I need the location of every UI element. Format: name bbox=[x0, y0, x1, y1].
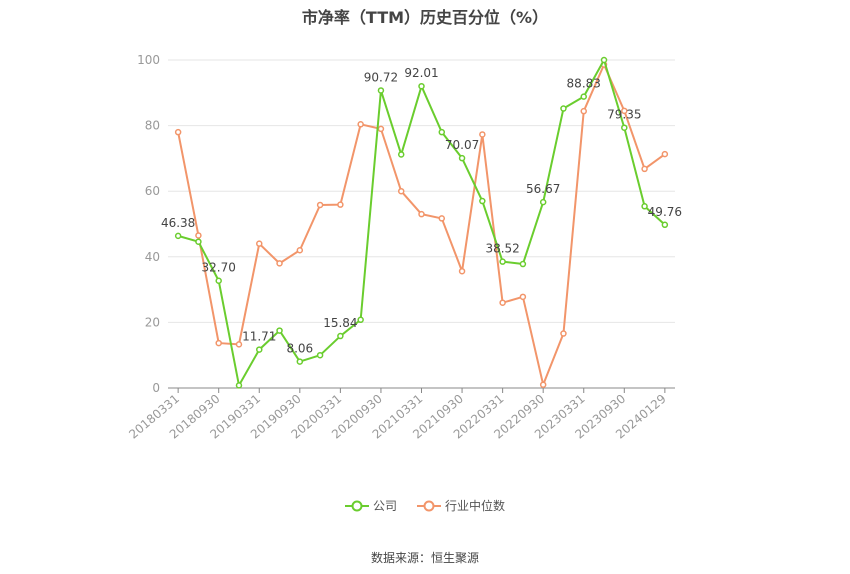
data-point-company bbox=[418, 82, 425, 90]
data-point-industry-median bbox=[397, 187, 405, 195]
data-point-industry-median bbox=[215, 339, 222, 347]
data-point-industry-median bbox=[641, 165, 648, 173]
data-label: 8.06 bbox=[286, 342, 313, 356]
data-point-industry-median bbox=[418, 210, 425, 218]
data-point-company bbox=[256, 346, 263, 353]
data-point-industry-median bbox=[560, 330, 567, 337]
data-label: 88.83 bbox=[567, 77, 601, 91]
data-point-industry-median bbox=[174, 128, 182, 136]
data-point-company bbox=[377, 87, 385, 94]
legend-company-label: 公司 bbox=[372, 499, 397, 513]
data-point-company bbox=[580, 93, 587, 100]
data-point-company bbox=[499, 258, 506, 265]
data-point-company bbox=[458, 154, 466, 162]
data-point-industry-median bbox=[519, 293, 527, 301]
data-point-industry-median bbox=[621, 107, 628, 115]
data-point-company bbox=[296, 358, 304, 365]
data-point-company bbox=[276, 327, 283, 334]
data-point-industry-median bbox=[337, 201, 344, 208]
data-point-industry-median bbox=[438, 215, 446, 222]
data-label: 32.70 bbox=[202, 261, 236, 275]
data-point-industry-median bbox=[580, 107, 587, 115]
series-lines bbox=[174, 56, 669, 389]
data-point-industry-median bbox=[256, 240, 263, 247]
data-point-company bbox=[195, 238, 202, 245]
data-point-industry-median bbox=[296, 246, 304, 254]
legend-item-industry-median[interactable]: 行业中位数 bbox=[417, 497, 505, 514]
data-point-industry-median bbox=[499, 299, 506, 306]
data-point-company bbox=[479, 197, 486, 205]
data-label: 11.71 bbox=[242, 330, 276, 344]
data-source: 数据来源：恒生聚源 bbox=[370, 551, 479, 565]
data-label: 38.52 bbox=[485, 242, 519, 256]
data-point-company bbox=[661, 221, 669, 229]
data-point-company bbox=[357, 316, 364, 324]
data-point-company bbox=[316, 351, 324, 359]
y-tick-label: 100 bbox=[137, 53, 160, 67]
data-point-company bbox=[438, 128, 446, 136]
data-point-industry-median bbox=[377, 125, 385, 133]
data-point-industry-median bbox=[458, 267, 466, 275]
data-point-company bbox=[641, 203, 648, 210]
data-point-industry-median bbox=[357, 121, 364, 128]
data-point-industry-median bbox=[539, 381, 547, 388]
data-point-company bbox=[235, 382, 243, 389]
data-label: 70.07 bbox=[445, 138, 479, 152]
data-point-industry-median bbox=[316, 201, 324, 209]
legend-industry-marker-icon bbox=[417, 500, 441, 511]
data-point-industry-median bbox=[235, 341, 243, 348]
data-point-company bbox=[560, 105, 567, 112]
legend-item-company[interactable]: 公司 bbox=[344, 497, 397, 514]
legend: 公司 行业中位数 bbox=[0, 497, 850, 514]
y-tick-label: 0 bbox=[152, 381, 160, 395]
y-tick-label: 40 bbox=[145, 250, 160, 264]
data-point-company bbox=[621, 124, 628, 131]
data-label: 46.38 bbox=[161, 216, 195, 230]
chart-title: 市净率（TTM）历史百分位（%） bbox=[301, 8, 549, 27]
data-label: 79.35 bbox=[607, 108, 641, 122]
data-point-industry-median bbox=[479, 131, 486, 138]
data-label: 56.67 bbox=[526, 182, 560, 196]
data-label: 90.72 bbox=[364, 70, 398, 84]
legend-industry-label: 行业中位数 bbox=[445, 499, 506, 513]
data-point-company bbox=[337, 332, 344, 340]
data-point-company bbox=[215, 277, 222, 284]
data-point-company bbox=[519, 260, 527, 268]
data-point-industry-median bbox=[195, 232, 202, 239]
axes: 0204060801002018033120180930201903312019… bbox=[126, 53, 675, 442]
data-label: 49.76 bbox=[648, 205, 682, 219]
data-label: 92.01 bbox=[404, 66, 438, 80]
data-labels: 46.38 32.70 11.71 8.06 15.84 90.72 92.01 70.07 3… bbox=[161, 66, 682, 355]
legend-company-marker-icon bbox=[344, 500, 369, 511]
y-tick-label: 60 bbox=[145, 184, 160, 198]
data-point-company bbox=[174, 232, 182, 240]
y-tick-label: 80 bbox=[145, 119, 160, 133]
data-point-industry-median bbox=[276, 260, 283, 267]
data-point-company bbox=[600, 56, 608, 64]
data-point-company bbox=[539, 198, 547, 206]
data-point-company bbox=[397, 151, 405, 158]
grid-lines bbox=[168, 59, 675, 323]
data-label: 15.84 bbox=[323, 316, 357, 330]
data-point-industry-median bbox=[661, 150, 669, 158]
y-tick-label: 20 bbox=[145, 315, 160, 329]
